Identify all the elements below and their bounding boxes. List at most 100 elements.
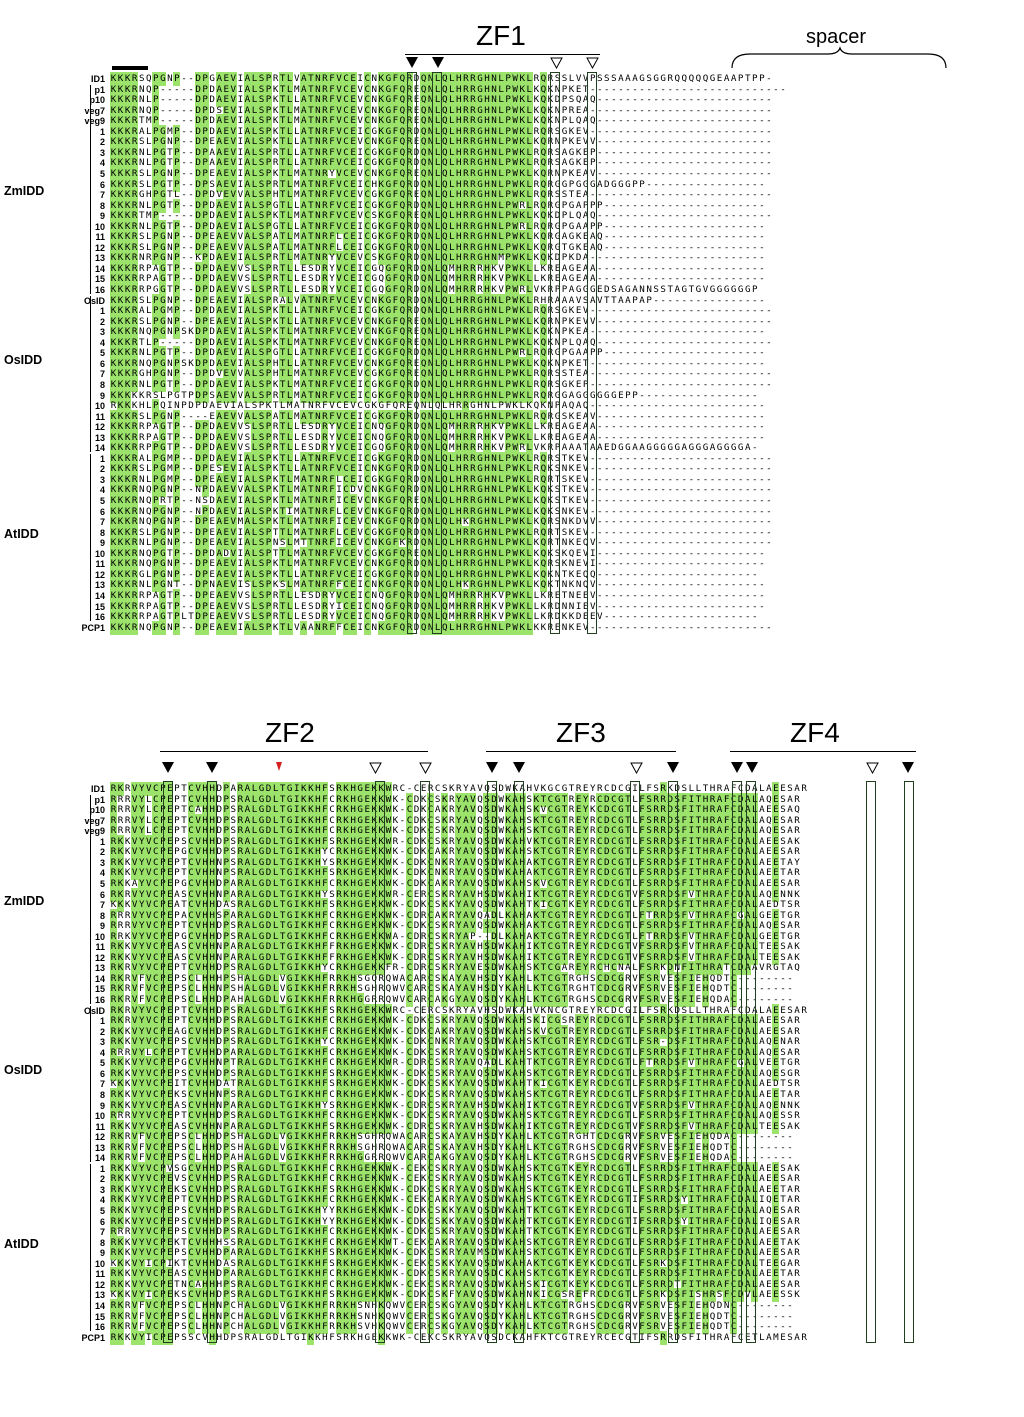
alignment-row: 14 K K K R R P A G T P - - D P E A E V V S L S P R T L L E S D R Y V C E I C N… xyxy=(0,588,1024,603)
cysteine-filled-triangle-icon xyxy=(162,762,174,773)
sequence-label: 10 xyxy=(94,931,105,942)
sequence-label: 13 xyxy=(94,580,105,591)
sequence-label: 1 xyxy=(99,306,105,317)
row-label-wrap: 10 xyxy=(0,930,105,944)
row-label-wrap: 6 xyxy=(0,357,105,371)
group-label: AtIDD xyxy=(4,1236,39,1251)
alignment-row: 11 K K K R S L P G N P - - - - E A E V V A L S P A T L M A T N R F V C E I C G… xyxy=(0,409,1024,424)
row-label-wrap: 14 xyxy=(0,1151,105,1165)
sequence-label: 4 xyxy=(99,868,105,879)
sequence-label: 7 xyxy=(99,190,105,201)
row-label-wrap: 6 xyxy=(0,1067,105,1081)
alignment-row: 15 R K R V F V C P E P S C L H H N P S H A L G D L V G I K K H F R R K H S G H… xyxy=(0,982,1024,997)
sequence-label: 9 xyxy=(99,390,105,401)
row-label-wrap: OsID xyxy=(0,1004,105,1018)
alignment-row: 13 K K K R R P A G T P - - D P D A E V V S L S P R T L L E S D R Y V C E I C N… xyxy=(0,430,1024,445)
alignment-row: 13 K K K R N L P G N T - - D P N A E V I S L S P K S L M A T N R F F C E I C N… xyxy=(0,578,1024,593)
row-label-wrap: 2 xyxy=(0,1025,105,1039)
row-label-wrap: 9 xyxy=(0,209,105,223)
alignment-row: 11 R K K V Y V C P E A S C V H H N P A R A L G D L T G I K K H F S R K H G E K… xyxy=(0,1119,1024,1134)
row-label-wrap: 3 xyxy=(0,325,105,339)
sequence-label: 1 xyxy=(99,836,105,847)
row-label-wrap: 12 xyxy=(0,241,105,255)
row-label-wrap: 6 xyxy=(0,1215,105,1229)
row-label-wrap: 3 xyxy=(0,1035,105,1049)
row-label-wrap: 11 xyxy=(0,1267,105,1281)
sequence-label: 6 xyxy=(99,179,105,190)
sequence-label: 15 xyxy=(94,274,105,285)
row-label-wrap: 3 xyxy=(0,1183,105,1197)
row-label-wrap: 9 xyxy=(0,1246,105,1260)
row-label-wrap: 3 xyxy=(0,146,105,160)
row-label-wrap: 12 xyxy=(0,568,105,582)
sequence-label: 8 xyxy=(99,1237,105,1248)
sequence-label: 2 xyxy=(99,316,105,327)
row-label-wrap: 11 xyxy=(0,557,105,571)
sequence-label: 9 xyxy=(99,538,105,549)
alignment-row: p10 K K K R N L P - - - - - D P D A E V I A L S P K T L L A T N R F V C E V C… xyxy=(0,93,1024,108)
sequence-label: veg9 xyxy=(84,826,105,837)
alignment-row: 15 K K K R R P A G T P - - D P E A E V V S L S P R T L L E S D R Y I C E I C N… xyxy=(0,599,1024,614)
row-label-wrap: 10 xyxy=(0,399,105,413)
sequence-label: 14 xyxy=(94,1153,105,1164)
spacer-brace xyxy=(731,46,947,69)
row-label-wrap: ID1 xyxy=(0,72,105,86)
sequence-label: OsID xyxy=(83,1005,105,1016)
sequence-label: 7 xyxy=(99,1079,105,1090)
row-label-wrap: 2 xyxy=(0,1172,105,1186)
sequence-label: 14 xyxy=(94,1300,105,1311)
row-label-wrap: 9 xyxy=(0,389,105,403)
row-label-wrap: 12 xyxy=(0,1130,105,1144)
nls-marker-bar xyxy=(112,66,148,70)
sequence-label: 12 xyxy=(94,1279,105,1290)
sequence-label: 12 xyxy=(94,422,105,433)
sequence-label: 10 xyxy=(94,1258,105,1269)
group-label: ZmIDD xyxy=(4,184,45,199)
sequence-label: 16 xyxy=(94,1322,105,1333)
sequence-label: 11 xyxy=(95,411,105,422)
zinc-finger-label: ZF2 xyxy=(265,717,315,748)
group-bracket xyxy=(90,794,91,1004)
row-label-wrap: veg9 xyxy=(0,824,105,838)
group-bracket xyxy=(90,295,91,452)
alignment-row: 14 K K K R R P P G T P - - D P D A E V V S L S P R T L L E S D R Y V C E I C G… xyxy=(0,441,1024,456)
alignment-row: veg7 R R R V Y L C P E P T C V H H D P S R A L G D L T G I K K H F C R K H G… xyxy=(0,813,1024,828)
alignment-row: 13 K K K V Y I C P E K S C V H H D P S R A L G D L T G I K K H F S R K H G E K… xyxy=(0,1288,1024,1303)
row-label-wrap: 15 xyxy=(0,1310,105,1324)
row-label-wrap: 7 xyxy=(0,1225,105,1239)
sequence-label: p1 xyxy=(94,84,105,95)
